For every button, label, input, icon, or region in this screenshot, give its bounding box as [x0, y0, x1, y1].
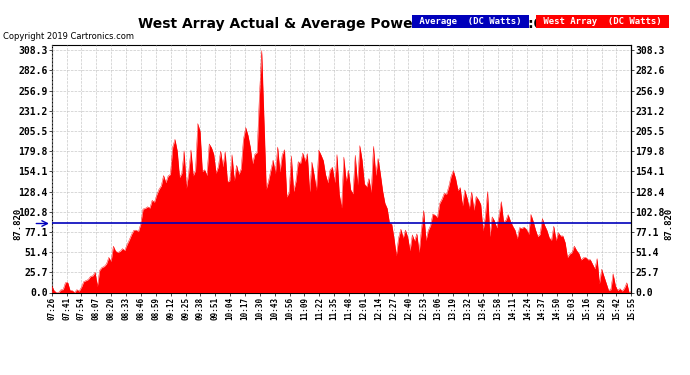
Text: West Array  (DC Watts): West Array (DC Watts)	[538, 17, 667, 26]
Text: 87.820: 87.820	[14, 207, 23, 240]
Text: 87.820: 87.820	[664, 207, 673, 240]
Text: Average  (DC Watts): Average (DC Watts)	[414, 17, 527, 26]
Text: West Array Actual & Average Power Fri Nov 29 16:01: West Array Actual & Average Power Fri No…	[137, 17, 553, 31]
Text: Copyright 2019 Cartronics.com: Copyright 2019 Cartronics.com	[3, 32, 135, 41]
